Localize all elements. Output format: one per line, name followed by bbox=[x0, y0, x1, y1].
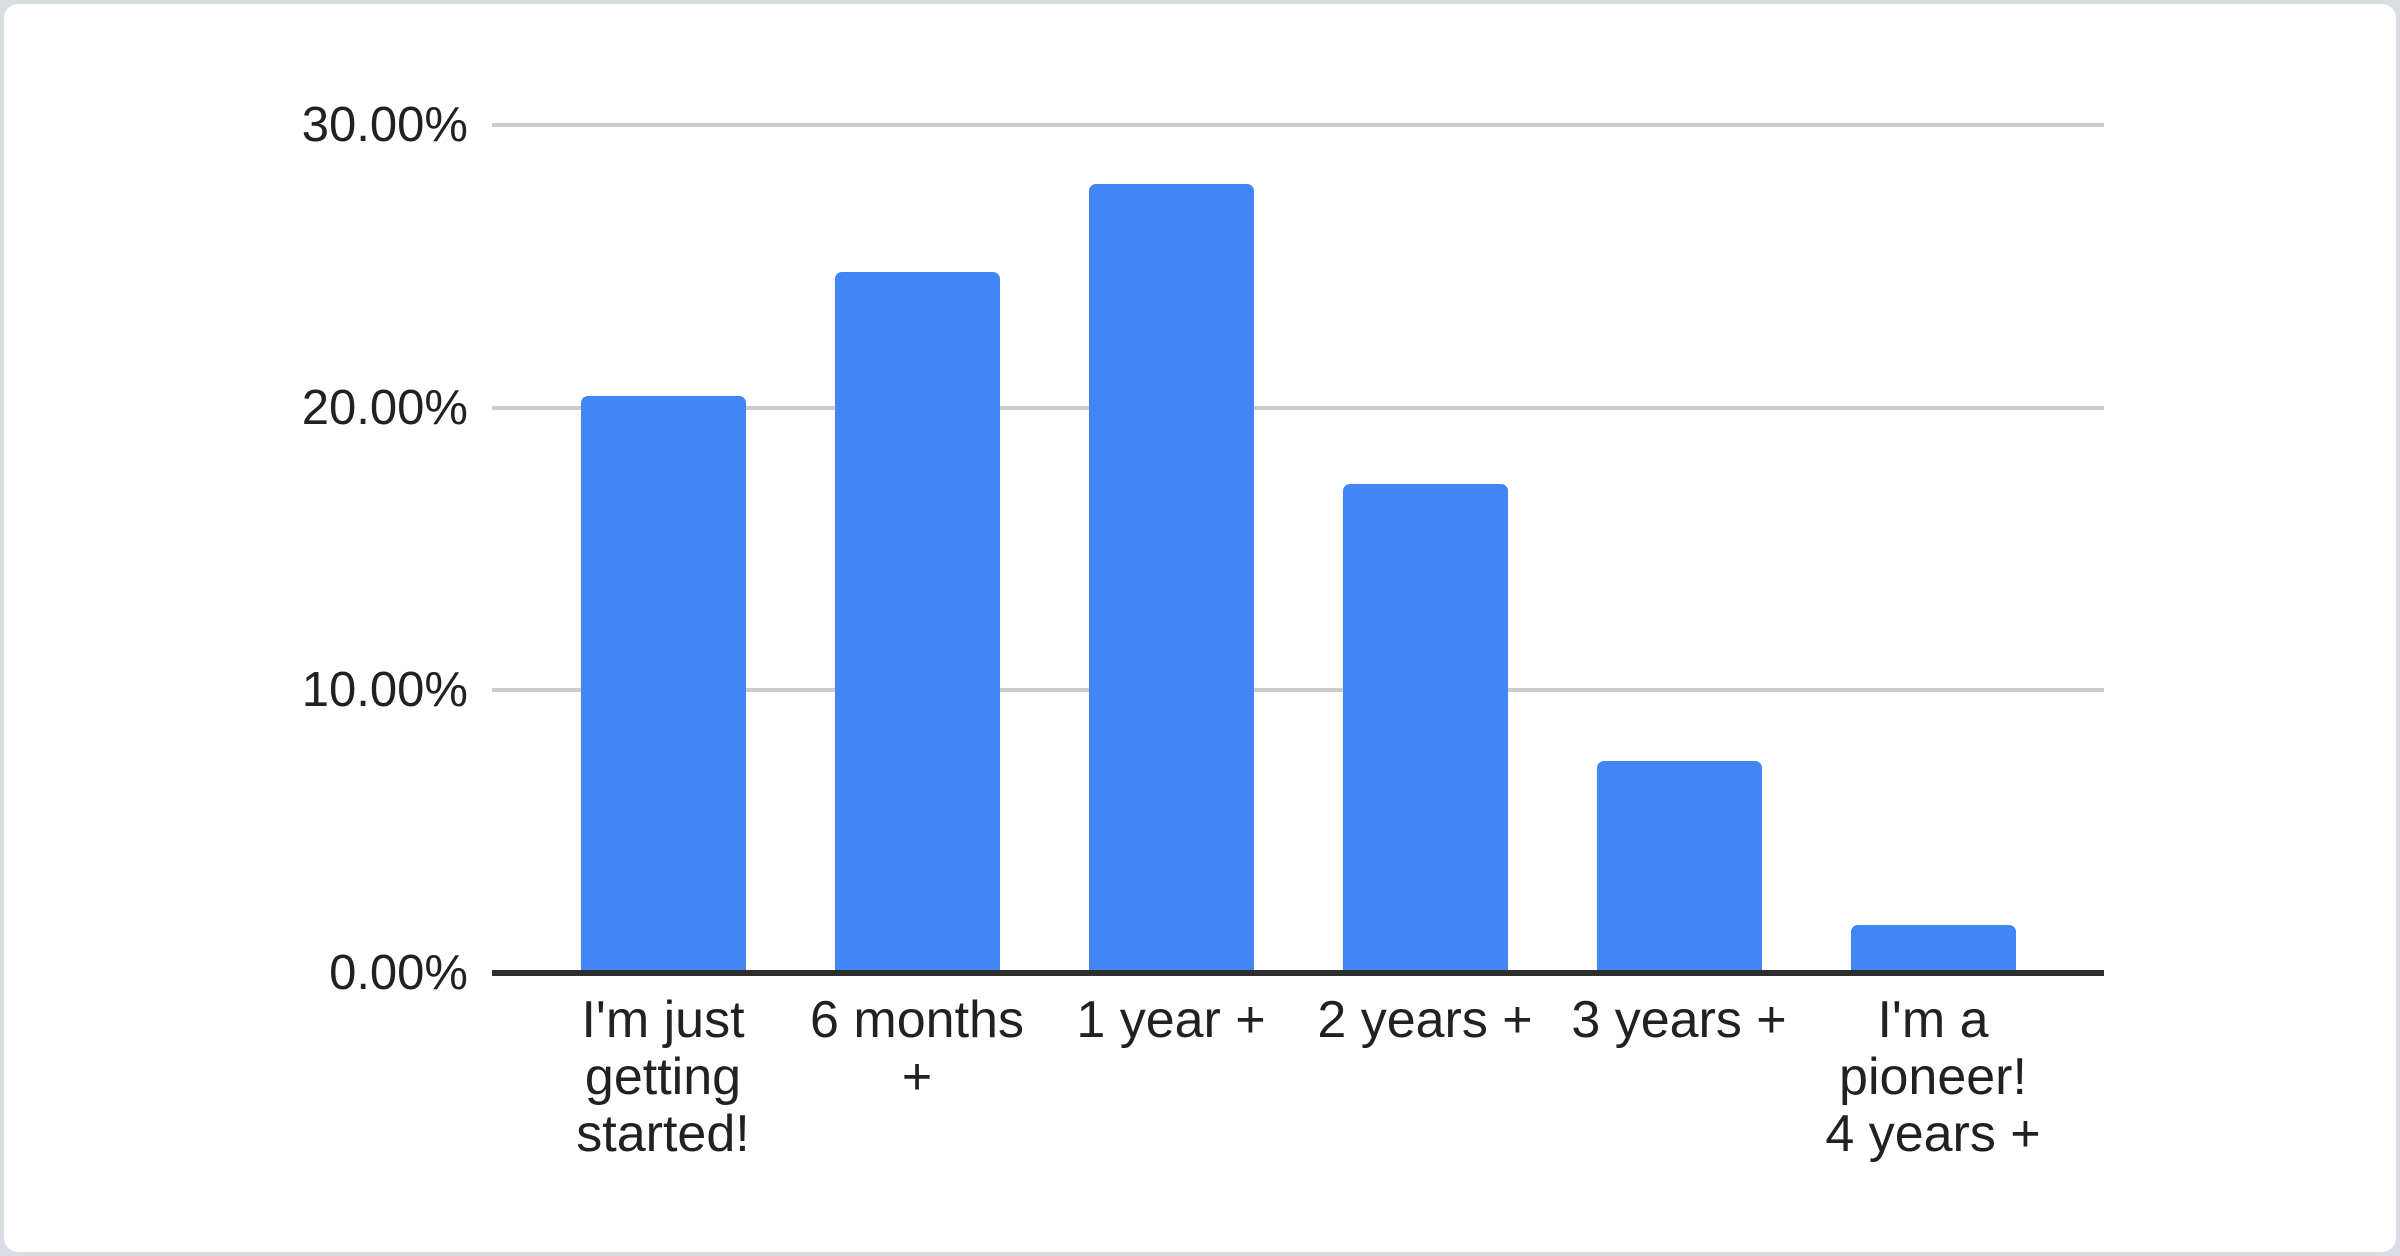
x-axis-line bbox=[492, 970, 2104, 976]
y-axis: 30.00% 20.00% 10.00% 0.00% bbox=[4, 98, 468, 1000]
plot-area bbox=[492, 123, 2104, 976]
bar-cell bbox=[536, 125, 790, 973]
y-axis-tick: 30.00% bbox=[301, 98, 468, 152]
x-axis-label: 3 years + bbox=[1571, 991, 1787, 1049]
bar-3[interactable] bbox=[1088, 184, 1254, 973]
bar-cell bbox=[1298, 125, 1552, 973]
bar-cell bbox=[1552, 125, 1806, 973]
bars-row bbox=[492, 125, 2104, 973]
x-axis-label: 2 years + bbox=[1317, 991, 1533, 1049]
x-axis-label: 1 year + bbox=[1076, 991, 1266, 1049]
bar-6[interactable] bbox=[1850, 924, 2016, 973]
bar-2[interactable] bbox=[834, 272, 1000, 973]
gridline-20 bbox=[492, 405, 2104, 410]
x-axis-labels: I'm just getting started! 6 months + 1 year +… bbox=[492, 992, 2104, 1163]
bar-cell bbox=[1806, 125, 2060, 973]
bar-5[interactable] bbox=[1596, 761, 1762, 973]
bar-chart: 30.00% 20.00% 10.00% 0.00% I'm just getting s… bbox=[4, 4, 2396, 1252]
x-axis-label: I'm just getting started! bbox=[576, 991, 750, 1163]
bar-4[interactable] bbox=[1342, 484, 1508, 973]
y-axis-tick: 10.00% bbox=[301, 663, 468, 718]
gridline-30 bbox=[492, 123, 2104, 127]
gridline-10 bbox=[492, 688, 2104, 693]
x-axis-label: I'm a pioneer! 4 years + bbox=[1825, 991, 2041, 1163]
x-axis-label: 6 months + bbox=[810, 991, 1024, 1106]
bar-1[interactable] bbox=[580, 396, 746, 973]
bar-cell bbox=[790, 125, 1044, 973]
chart-card: 30.00% 20.00% 10.00% 0.00% I'm just getting s… bbox=[4, 4, 2396, 1252]
y-axis-tick: 0.00% bbox=[329, 946, 468, 1000]
bar-cell bbox=[1044, 125, 1298, 973]
y-axis-tick: 20.00% bbox=[301, 380, 468, 435]
